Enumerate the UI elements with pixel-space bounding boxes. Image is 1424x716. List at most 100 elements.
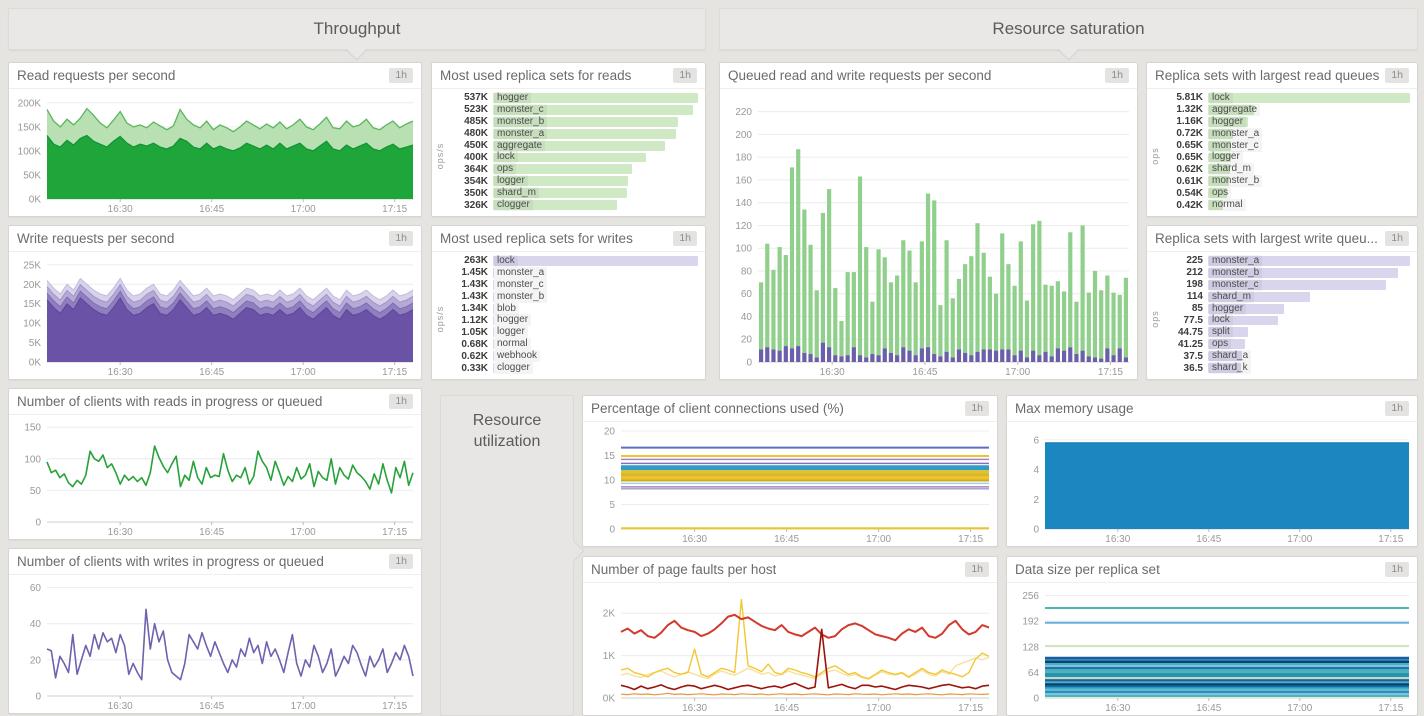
client-connections-chart[interactable]: 20 15 10 5 0 16:30 16:45 17:00 17:15 bbox=[583, 423, 997, 546]
queued-requests-chart[interactable]: 220 200 180 160 140 120 100 80 60 40 20 0 16:30 16:45… bbox=[720, 90, 1137, 379]
replica-set-row[interactable]: 1.05K logger bbox=[444, 326, 698, 339]
replica-set-row[interactable]: 450K aggregate bbox=[444, 139, 698, 152]
replica-set-row[interactable]: 41.25 ops bbox=[1159, 338, 1410, 351]
replica-set-row[interactable]: 37.5 shard_a bbox=[1159, 350, 1410, 363]
read-queues-bar-list[interactable]: 5.81K lock 1.32K aggregate 1.16K hogger 0.72K m… bbox=[1159, 91, 1410, 212]
clients-reads-chart[interactable]: 150 100 50 0 16:30 16:45 17:00 17:15 bbox=[9, 416, 421, 539]
replica-set-row[interactable]: 36.5 shard_k bbox=[1159, 362, 1410, 375]
panel-most-used-replica-sets-reads[interactable]: Most used replica sets for reads 1h ops/… bbox=[431, 62, 706, 217]
replica-set-value: 0.61K bbox=[1176, 175, 1203, 187]
panel-clients-writes[interactable]: Number of clients with writes in progres… bbox=[8, 548, 422, 714]
panel-most-used-replica-sets-writes[interactable]: Most used replica sets for writes 1h ops… bbox=[431, 225, 706, 380]
timeframe-badge[interactable]: 1h bbox=[1385, 68, 1409, 83]
clients-writes-chart[interactable]: 60 40 20 0 16:30 16:45 17:00 17:15 bbox=[9, 576, 421, 713]
replica-set-row[interactable]: 0.72K monster_a bbox=[1159, 127, 1410, 140]
panel-write-requests[interactable]: Write requests per second 1h 0K 5K 10K 15K 2… bbox=[8, 225, 422, 380]
data-size-chart[interactable]: 256 192 128 64 0 16:30 16:45 17:00 17:15 bbox=[1007, 584, 1417, 715]
panel-max-memory[interactable]: Max memory usage 1h 6 4 2 0 16:30 16:45 17:00 1… bbox=[1006, 395, 1418, 547]
replica-set-value: 1.43K bbox=[461, 291, 488, 303]
replica-set-row[interactable]: 0.65K logger bbox=[1159, 151, 1410, 164]
timeframe-badge[interactable]: 1h bbox=[965, 401, 989, 416]
replica-set-row[interactable]: 1.45K monster_a bbox=[444, 266, 698, 279]
svg-text:20: 20 bbox=[604, 427, 616, 438]
replica-set-row[interactable]: 0.62K webhook bbox=[444, 350, 698, 363]
svg-text:2: 2 bbox=[1033, 495, 1039, 506]
read-requests-chart[interactable]: 0K 50K 100K 150K 200K 16:30 16:45 17:00 17:15 bbox=[9, 90, 421, 216]
replica-set-row[interactable]: 0.68K normal bbox=[444, 338, 698, 351]
svg-text:200K: 200K bbox=[18, 98, 42, 109]
replica-set-row[interactable]: 1.43K monster_c bbox=[444, 278, 698, 291]
section-notch bbox=[1057, 37, 1079, 60]
replica-set-row[interactable]: 1.43K monster_b bbox=[444, 290, 698, 303]
replica-set-row[interactable]: 225 monster_a bbox=[1159, 254, 1410, 267]
timeframe-badge[interactable]: 1h bbox=[389, 68, 413, 83]
timeframe-badge[interactable]: 1h bbox=[965, 562, 989, 577]
replica-set-row[interactable]: 0.33K clogger bbox=[444, 362, 698, 375]
svg-text:200: 200 bbox=[735, 130, 752, 141]
panel-data-size[interactable]: Data size per replica set 1h 256 192 128 64… bbox=[1006, 556, 1418, 716]
svg-text:17:15: 17:15 bbox=[958, 534, 983, 545]
panel-client-connections[interactable]: Percentage of client connections used (%… bbox=[582, 395, 998, 547]
svg-text:0: 0 bbox=[35, 518, 41, 529]
replica-set-row[interactable]: 114 shard_m bbox=[1159, 290, 1410, 303]
replica-set-row[interactable]: 1.12K hogger bbox=[444, 314, 698, 327]
timeframe-badge[interactable]: 1h bbox=[1385, 401, 1409, 416]
panel-page-faults[interactable]: Number of page faults per host 1h 2K 1K 0K… bbox=[582, 556, 998, 716]
timeframe-badge[interactable]: 1h bbox=[673, 231, 697, 246]
replica-set-row[interactable]: 0.54K ops bbox=[1159, 187, 1410, 200]
svg-text:16:45: 16:45 bbox=[199, 701, 224, 712]
replica-set-row[interactable]: 212 monster_b bbox=[1159, 266, 1410, 279]
timeframe-badge[interactable]: 1h bbox=[1105, 68, 1129, 83]
replica-set-row[interactable]: 537K hogger bbox=[444, 91, 698, 104]
replica-set-row[interactable]: 5.81K lock bbox=[1159, 91, 1410, 104]
svg-text:180: 180 bbox=[735, 153, 752, 164]
timeframe-badge[interactable]: 1h bbox=[1385, 231, 1409, 246]
replica-set-row[interactable]: 85 hogger bbox=[1159, 302, 1410, 315]
timeframe-badge[interactable]: 1h bbox=[389, 554, 413, 569]
replica-set-row[interactable]: 350K shard_m bbox=[444, 187, 698, 200]
replica-set-row[interactable]: 1.32K aggregate bbox=[1159, 103, 1410, 116]
replica-set-row[interactable]: 0.65K monster_c bbox=[1159, 139, 1410, 152]
replica-reads-bar-list[interactable]: 537K hogger 523K monster_c 485K monster_b 480K… bbox=[444, 91, 698, 212]
replica-set-row[interactable]: 77.5 lock bbox=[1159, 314, 1410, 327]
svg-text:0: 0 bbox=[746, 358, 752, 369]
svg-text:60: 60 bbox=[30, 583, 42, 594]
svg-text:20K: 20K bbox=[23, 280, 41, 291]
timeframe-badge[interactable]: 1h bbox=[389, 231, 413, 246]
replica-set-row[interactable]: 523K monster_c bbox=[444, 103, 698, 116]
replica-set-value: 0.62K bbox=[461, 350, 488, 362]
replica-set-row[interactable]: 0.42K normal bbox=[1159, 199, 1410, 212]
panel-largest-read-queues[interactable]: Replica sets with largest read queues 1h… bbox=[1146, 62, 1418, 217]
write-queues-bar-list[interactable]: 225 monster_a 212 monster_b 198 monster_c 114 s… bbox=[1159, 254, 1410, 375]
timeframe-badge[interactable]: 1h bbox=[389, 394, 413, 409]
replica-set-row[interactable]: 400K lock bbox=[444, 151, 698, 164]
replica-set-row[interactable]: 263K lock bbox=[444, 254, 698, 267]
timeframe-badge[interactable]: 1h bbox=[1385, 562, 1409, 577]
replica-set-label: monster_a bbox=[1209, 254, 1263, 267]
replica-set-row[interactable]: 198 monster_c bbox=[1159, 278, 1410, 291]
replica-set-row[interactable]: 0.62K shard_m bbox=[1159, 163, 1410, 176]
replica-set-row[interactable]: 354K logger bbox=[444, 175, 698, 188]
panel-read-requests[interactable]: Read requests per second 1h 0K 50K 100K 150… bbox=[8, 62, 422, 217]
panel-queued-requests[interactable]: Queued read and write requests per secon… bbox=[719, 62, 1138, 380]
svg-text:17:15: 17:15 bbox=[1378, 534, 1403, 545]
panel-largest-write-queues[interactable]: Replica sets with largest write queu... … bbox=[1146, 225, 1418, 380]
replica-set-row[interactable]: 364K ops bbox=[444, 163, 698, 176]
write-requests-chart[interactable]: 0K 5K 10K 15K 20K 25K 16:30 16:45 17:00 17:15 bbox=[9, 253, 421, 379]
page-faults-chart[interactable]: 2K 1K 0K 16:30 16:45 17:00 17:15 bbox=[583, 584, 997, 715]
replica-set-row[interactable]: 480K monster_a bbox=[444, 127, 698, 140]
panel-title: Number of clients with writes in progres… bbox=[17, 554, 324, 569]
replica-set-label: monster_b bbox=[494, 290, 548, 303]
replica-set-row[interactable]: 44.75 split bbox=[1159, 326, 1410, 339]
panel-clients-reads[interactable]: Number of clients with reads in progress… bbox=[8, 388, 422, 540]
max-memory-chart[interactable]: 6 4 2 0 16:30 16:45 17:00 17:15 bbox=[1007, 423, 1417, 546]
replica-set-row[interactable]: 0.61K monster_b bbox=[1159, 175, 1410, 188]
section-header-resource-utilization: Resource utilization bbox=[440, 395, 583, 716]
replica-writes-bar-list[interactable]: 263K lock 1.45K monster_a 1.43K monster_c 1.43… bbox=[444, 254, 698, 375]
timeframe-badge[interactable]: 1h bbox=[673, 68, 697, 83]
replica-set-row[interactable]: 485K monster_b bbox=[444, 115, 698, 128]
replica-set-row[interactable]: 326K clogger bbox=[444, 199, 698, 212]
svg-text:17:15: 17:15 bbox=[382, 204, 407, 215]
replica-set-row[interactable]: 1.34K blob bbox=[444, 302, 698, 315]
replica-set-row[interactable]: 1.16K hogger bbox=[1159, 115, 1410, 128]
